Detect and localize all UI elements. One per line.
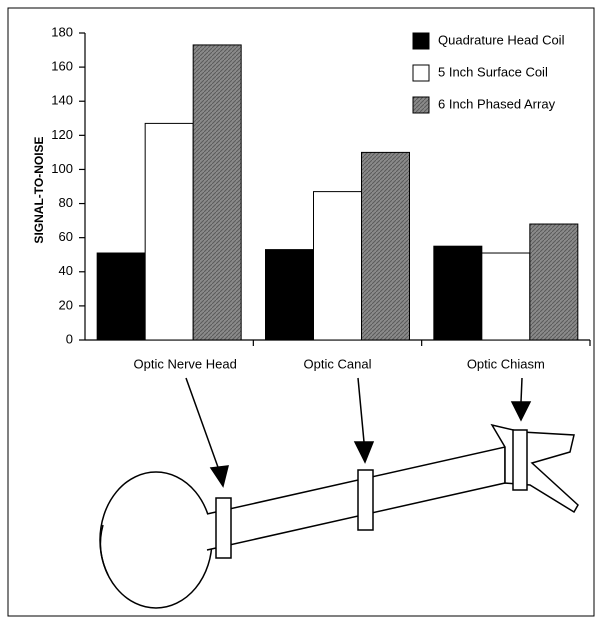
frame — [7, 7, 595, 617]
bar — [192, 44, 242, 341]
bar — [481, 252, 531, 341]
y-tick-label: 120 — [51, 127, 73, 142]
legend-label: 5 Inch Surface Coil — [438, 64, 548, 79]
x-tick-label: Optic Nerve Head — [134, 356, 237, 371]
x-tick-label: Optic Chiasm — [467, 356, 545, 371]
bar — [265, 249, 314, 341]
bar — [96, 252, 146, 341]
bar — [313, 191, 362, 341]
y-tick-label: 60 — [59, 229, 73, 244]
y-tick-label: 80 — [59, 195, 73, 210]
x-tick-label: Optic Canal — [304, 356, 372, 371]
y-tick-label: 20 — [59, 297, 73, 312]
y-tick-label: 0 — [66, 331, 73, 346]
y-tick-label: 140 — [51, 93, 73, 108]
y-axis-label: SIGNAL-TO-NOISE — [32, 136, 46, 243]
y-tick-label: 40 — [59, 263, 73, 278]
y-tick-label: 100 — [51, 161, 73, 176]
legend-swatch — [412, 96, 430, 114]
legend-swatch — [412, 64, 430, 82]
bar — [433, 245, 483, 341]
bar — [144, 122, 194, 341]
bar — [361, 151, 410, 341]
y-tick-label: 160 — [51, 59, 73, 74]
bar — [529, 223, 579, 341]
legend-label: Quadrature Head Coil — [438, 32, 565, 47]
y-tick-label: 180 — [51, 24, 73, 39]
legend-swatch — [412, 32, 430, 50]
legend-label: 6 Inch Phased Array — [438, 96, 556, 111]
anatomy-diagram — [99, 377, 579, 609]
